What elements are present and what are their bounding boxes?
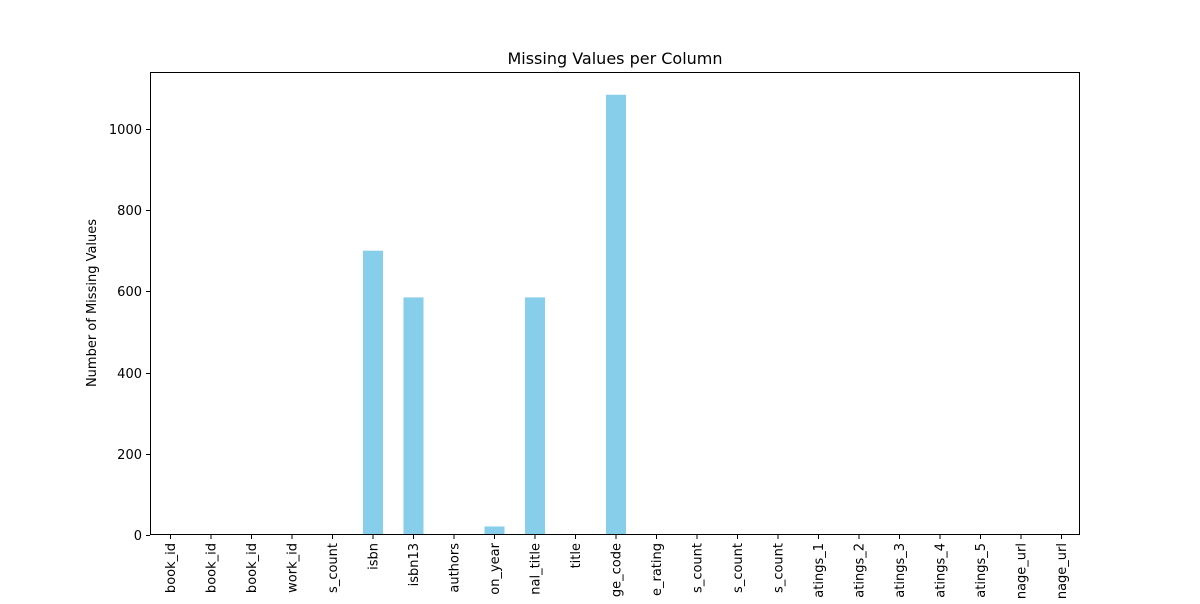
x-tick-label-21: nage_url <box>1015 543 1030 599</box>
x-axis-ticks: book_id book_id book_id work_id s_count isbn i… <box>164 535 1070 599</box>
x-tick-label-16: atings_1 <box>812 543 827 598</box>
x-tick-label-7: authors <box>448 543 463 593</box>
x-tick-label-3: work_id <box>286 543 301 593</box>
x-tick-label-20: atings_5 <box>974 543 989 598</box>
y-tick-label-5: 1000 <box>109 123 142 138</box>
y-tick-label-4: 800 <box>117 204 142 219</box>
plot-area-frame <box>150 72 1080 535</box>
x-tick-label-17: atings_2 <box>853 543 868 598</box>
bar-11 <box>606 94 626 536</box>
bar-9 <box>525 297 545 535</box>
bar-5 <box>363 250 383 535</box>
chart-title: Missing Values per Column <box>507 49 722 68</box>
y-axis-ticks: 0 200 400 600 800 1000 <box>109 123 150 544</box>
y-tick-label-1: 200 <box>117 448 142 463</box>
x-tick-label-4: s_count <box>326 543 341 593</box>
x-tick-label-19: atings_4 <box>934 543 949 598</box>
x-tick-label-9: nal_title <box>529 543 544 595</box>
x-tick-label-6: isbn13 <box>407 543 422 586</box>
bar-6 <box>403 297 424 535</box>
x-tick-label-1: book_id <box>205 543 220 593</box>
x-tick-label-8: on_year <box>488 542 503 594</box>
x-tick-label-11: ge_code <box>610 543 625 597</box>
y-tick-label-3: 600 <box>117 285 142 300</box>
bars-group <box>363 94 626 536</box>
x-tick-label-0: book_id <box>164 543 179 593</box>
x-tick-label-22: nage_url <box>1055 543 1070 599</box>
x-tick-label-14: s_count <box>731 543 746 593</box>
x-tick-label-18: atings_3 <box>893 543 908 598</box>
x-tick-label-13: s_count <box>691 543 706 593</box>
x-tick-label-15: s_count <box>772 543 787 593</box>
x-tick-label-10: title <box>569 543 584 568</box>
x-tick-label-2: book_id <box>245 543 260 593</box>
x-tick-label-12: e_rating <box>650 543 665 596</box>
y-tick-label-2: 400 <box>117 367 142 382</box>
bar-8 <box>484 526 505 535</box>
y-tick-label-0: 0 <box>134 529 142 544</box>
y-axis-label: Number of Missing Values <box>85 219 100 387</box>
x-tick-label-5: isbn <box>367 543 382 570</box>
